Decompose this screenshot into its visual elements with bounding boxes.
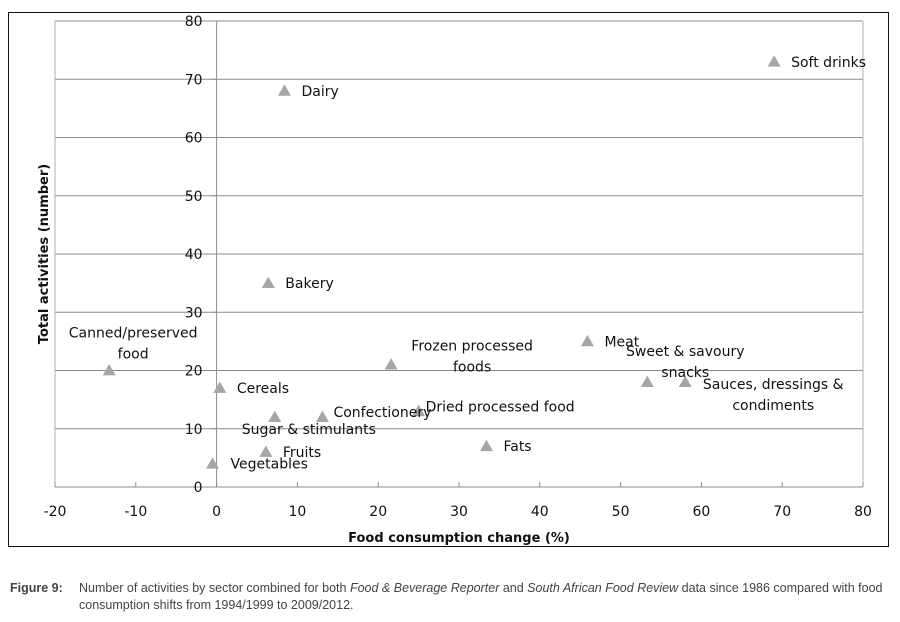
gridlines [55, 20, 863, 488]
y-tick-label: 10 [185, 422, 203, 438]
scatter-chart: -20 -10 0 10 20 30 40 50 60 70 80 0 10 20 30 40 50 60 70 80… [37, 14, 872, 546]
x-tick-label: 50 [612, 504, 630, 520]
y-tick-label: 60 [185, 131, 203, 147]
caption-text-2: and [499, 581, 528, 595]
x-tick-label: 40 [531, 504, 549, 520]
data-point-marker [384, 358, 398, 370]
caption-source-2: South African Food Review [527, 581, 679, 595]
tick-labels: -20 -10 0 10 20 30 40 50 60 70 80 0 10 20 30 40 50 60 70 80 [44, 14, 872, 520]
y-tick-label: 70 [185, 72, 203, 88]
data-point-label: Sugar & stimulants [242, 422, 376, 438]
data-point-marker [678, 375, 692, 388]
y-tick-label: 0 [194, 480, 203, 496]
figure-label: Figure 9: [10, 581, 63, 595]
x-tick-label: 70 [773, 504, 791, 520]
x-tick-label: -20 [44, 504, 67, 520]
data-point-label: Soft drinks [791, 55, 866, 71]
y-tick-label: 40 [185, 247, 203, 263]
data-point-marker [268, 410, 282, 422]
data-point-label-line: snacks [661, 365, 709, 381]
data-point-label: Fruits [283, 445, 321, 461]
figure-caption-text: Number of activities by sector combined … [79, 580, 895, 614]
data-point-marker [213, 381, 227, 393]
y-tick-label: 30 [185, 305, 203, 321]
x-tick-label: 80 [854, 504, 872, 520]
data-point-label: Frozen processed foods [411, 339, 533, 376]
x-tick-label: 20 [369, 504, 387, 520]
x-tick-label: 60 [692, 504, 710, 520]
data-point-marker [206, 457, 220, 469]
data-point-marker [412, 404, 426, 417]
x-tick-label: 10 [288, 504, 306, 520]
data-point-marker [102, 364, 116, 376]
data-point-label: Meat [604, 334, 639, 350]
y-tick-label: 20 [185, 364, 203, 380]
data-point-marker [580, 334, 594, 347]
data-point-label: Dairy [301, 84, 338, 100]
x-axis-title: Food consumption change (%) [348, 531, 570, 546]
point-labels: Soft drinks Dairy Bakery Canned/preserved fo… [69, 55, 866, 473]
caption-text-1: Number of activities by sector combined … [79, 581, 350, 595]
data-point-label: Bakery [285, 276, 333, 292]
figure-caption: Figure 9: Number of activities by sector… [10, 580, 895, 614]
data-point-marker [479, 439, 493, 452]
data-point-marker [261, 276, 275, 288]
data-point-label-line: Sauces, dressings & [703, 377, 844, 393]
data-point-label-line: condiments [732, 398, 814, 414]
data-point-label: Canned/preserved food [69, 326, 198, 363]
data-point-marker [259, 445, 273, 457]
data-points [102, 55, 781, 469]
data-point-label-line: food [118, 347, 149, 363]
data-point-label-line: Frozen processed [411, 339, 533, 355]
data-point-marker [277, 84, 291, 96]
data-point-label: Sauces, dressings & condiments [703, 377, 844, 414]
data-point-marker [315, 410, 329, 422]
data-point-label: Sweet & savoury snacks [626, 344, 745, 381]
data-point-marker [640, 375, 654, 388]
data-point-label-line: Canned/preserved [69, 326, 198, 342]
axes [54, 20, 864, 488]
caption-text-3: data since 1986 compared with food consu… [79, 581, 883, 612]
data-point-label: Fats [503, 439, 531, 455]
data-point-label: Dried processed food [426, 399, 575, 415]
x-tick-label: -10 [124, 504, 147, 520]
data-point-label-line: foods [453, 360, 491, 376]
data-point-label: Vegetables [231, 457, 308, 473]
caption-source-1: Food & Beverage Reporter [349, 581, 500, 595]
x-tick-label: 0 [212, 504, 221, 520]
y-tick-label: 80 [185, 14, 203, 30]
x-tick-label: 30 [450, 504, 468, 520]
data-point-label: Cereals [237, 381, 289, 397]
chart-frame [8, 12, 889, 547]
y-tick-label: 50 [185, 189, 203, 205]
data-point-label-line: Sweet & savoury [626, 344, 745, 360]
data-point-label: Confectionery [333, 405, 431, 421]
y-axis-title: Total activities (number) [37, 164, 52, 344]
data-point-marker [767, 55, 781, 67]
